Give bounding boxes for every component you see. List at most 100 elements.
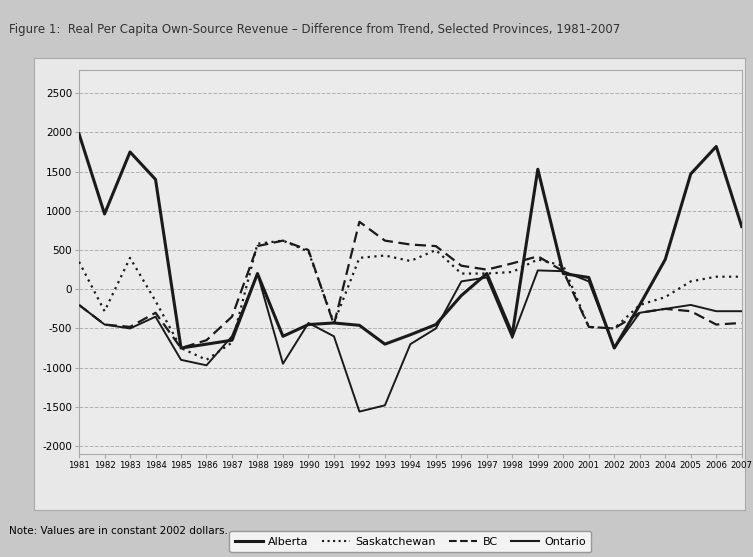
Saskatchewan bbox=[380, 252, 389, 259]
BC bbox=[75, 301, 84, 308]
Alberta bbox=[636, 301, 645, 308]
Ontario bbox=[355, 408, 364, 415]
Saskatchewan bbox=[100, 308, 109, 315]
BC bbox=[202, 337, 211, 344]
Saskatchewan bbox=[329, 320, 338, 326]
Saskatchewan bbox=[406, 258, 415, 265]
Ontario bbox=[686, 301, 695, 308]
Alberta bbox=[457, 292, 466, 299]
BC bbox=[126, 324, 135, 330]
BC bbox=[533, 253, 542, 260]
Ontario bbox=[584, 278, 593, 285]
Alberta bbox=[483, 270, 492, 277]
Alberta bbox=[431, 321, 441, 328]
Ontario bbox=[329, 333, 338, 340]
Ontario bbox=[126, 325, 135, 332]
Alberta bbox=[329, 320, 338, 326]
BC bbox=[279, 237, 288, 244]
Ontario bbox=[533, 267, 542, 273]
Alberta bbox=[176, 345, 185, 351]
Alberta bbox=[100, 211, 109, 217]
BC bbox=[660, 305, 669, 312]
BC bbox=[610, 325, 619, 332]
Ontario bbox=[431, 325, 441, 332]
Alberta bbox=[279, 333, 288, 340]
BC bbox=[176, 345, 185, 351]
Alberta bbox=[508, 331, 517, 338]
Saskatchewan bbox=[431, 247, 441, 253]
Ontario bbox=[227, 333, 236, 340]
Saskatchewan bbox=[176, 345, 185, 351]
Ontario bbox=[253, 270, 262, 277]
Saskatchewan bbox=[304, 248, 313, 255]
Ontario bbox=[151, 314, 160, 320]
Saskatchewan bbox=[279, 237, 288, 244]
BC bbox=[329, 321, 338, 328]
Saskatchewan bbox=[686, 278, 695, 285]
Saskatchewan bbox=[660, 294, 669, 300]
Saskatchewan bbox=[202, 356, 211, 363]
BC bbox=[431, 243, 441, 250]
BC bbox=[355, 218, 364, 225]
Ontario bbox=[737, 308, 746, 315]
Saskatchewan bbox=[559, 262, 568, 269]
Saskatchewan bbox=[712, 273, 721, 280]
Ontario bbox=[406, 341, 415, 348]
BC bbox=[406, 241, 415, 248]
BC bbox=[227, 314, 236, 320]
Saskatchewan bbox=[610, 325, 619, 332]
BC bbox=[737, 320, 746, 326]
BC bbox=[508, 260, 517, 267]
BC bbox=[686, 308, 695, 315]
Alberta bbox=[227, 337, 236, 344]
Line: Alberta: Alberta bbox=[79, 134, 742, 348]
Alberta bbox=[304, 321, 313, 328]
Ontario bbox=[660, 305, 669, 312]
Ontario bbox=[279, 360, 288, 367]
Saskatchewan bbox=[151, 297, 160, 304]
Ontario bbox=[75, 301, 84, 308]
Alberta bbox=[406, 331, 415, 338]
BC bbox=[380, 237, 389, 244]
Ontario bbox=[508, 335, 517, 341]
Saskatchewan bbox=[253, 241, 262, 247]
Alberta bbox=[380, 341, 389, 348]
Alberta bbox=[151, 176, 160, 183]
BC bbox=[457, 262, 466, 269]
Ontario bbox=[380, 402, 389, 409]
BC bbox=[584, 324, 593, 330]
BC bbox=[483, 266, 492, 273]
Saskatchewan bbox=[483, 270, 492, 277]
BC bbox=[100, 321, 109, 328]
Line: Saskatchewan: Saskatchewan bbox=[79, 241, 742, 360]
Ontario bbox=[176, 356, 185, 363]
Alberta bbox=[202, 341, 211, 348]
Ontario bbox=[712, 308, 721, 315]
Saskatchewan bbox=[636, 301, 645, 308]
Line: BC: BC bbox=[79, 222, 742, 348]
Ontario bbox=[636, 310, 645, 316]
Saskatchewan bbox=[533, 256, 542, 263]
BC bbox=[636, 310, 645, 316]
BC bbox=[151, 310, 160, 316]
Alberta bbox=[660, 256, 669, 263]
Legend: Alberta, Saskatchewan, BC, Ontario: Alberta, Saskatchewan, BC, Ontario bbox=[229, 531, 592, 552]
BC bbox=[559, 268, 568, 275]
Saskatchewan bbox=[457, 270, 466, 277]
BC bbox=[712, 321, 721, 328]
Ontario bbox=[304, 320, 313, 326]
Alberta bbox=[253, 270, 262, 277]
Text: Figure 1:  Real Per Capita Own-Source Revenue – Difference from Trend, Selected : Figure 1: Real Per Capita Own-Source Rev… bbox=[9, 23, 620, 36]
Saskatchewan bbox=[584, 324, 593, 330]
Alberta bbox=[75, 130, 84, 137]
Alberta bbox=[584, 274, 593, 281]
Saskatchewan bbox=[508, 268, 517, 275]
Alberta bbox=[712, 143, 721, 150]
Alberta bbox=[126, 149, 135, 155]
Ontario bbox=[202, 362, 211, 369]
Ontario bbox=[559, 268, 568, 275]
Alberta bbox=[610, 345, 619, 351]
Alberta bbox=[355, 322, 364, 329]
Ontario bbox=[610, 345, 619, 351]
Saskatchewan bbox=[227, 339, 236, 346]
